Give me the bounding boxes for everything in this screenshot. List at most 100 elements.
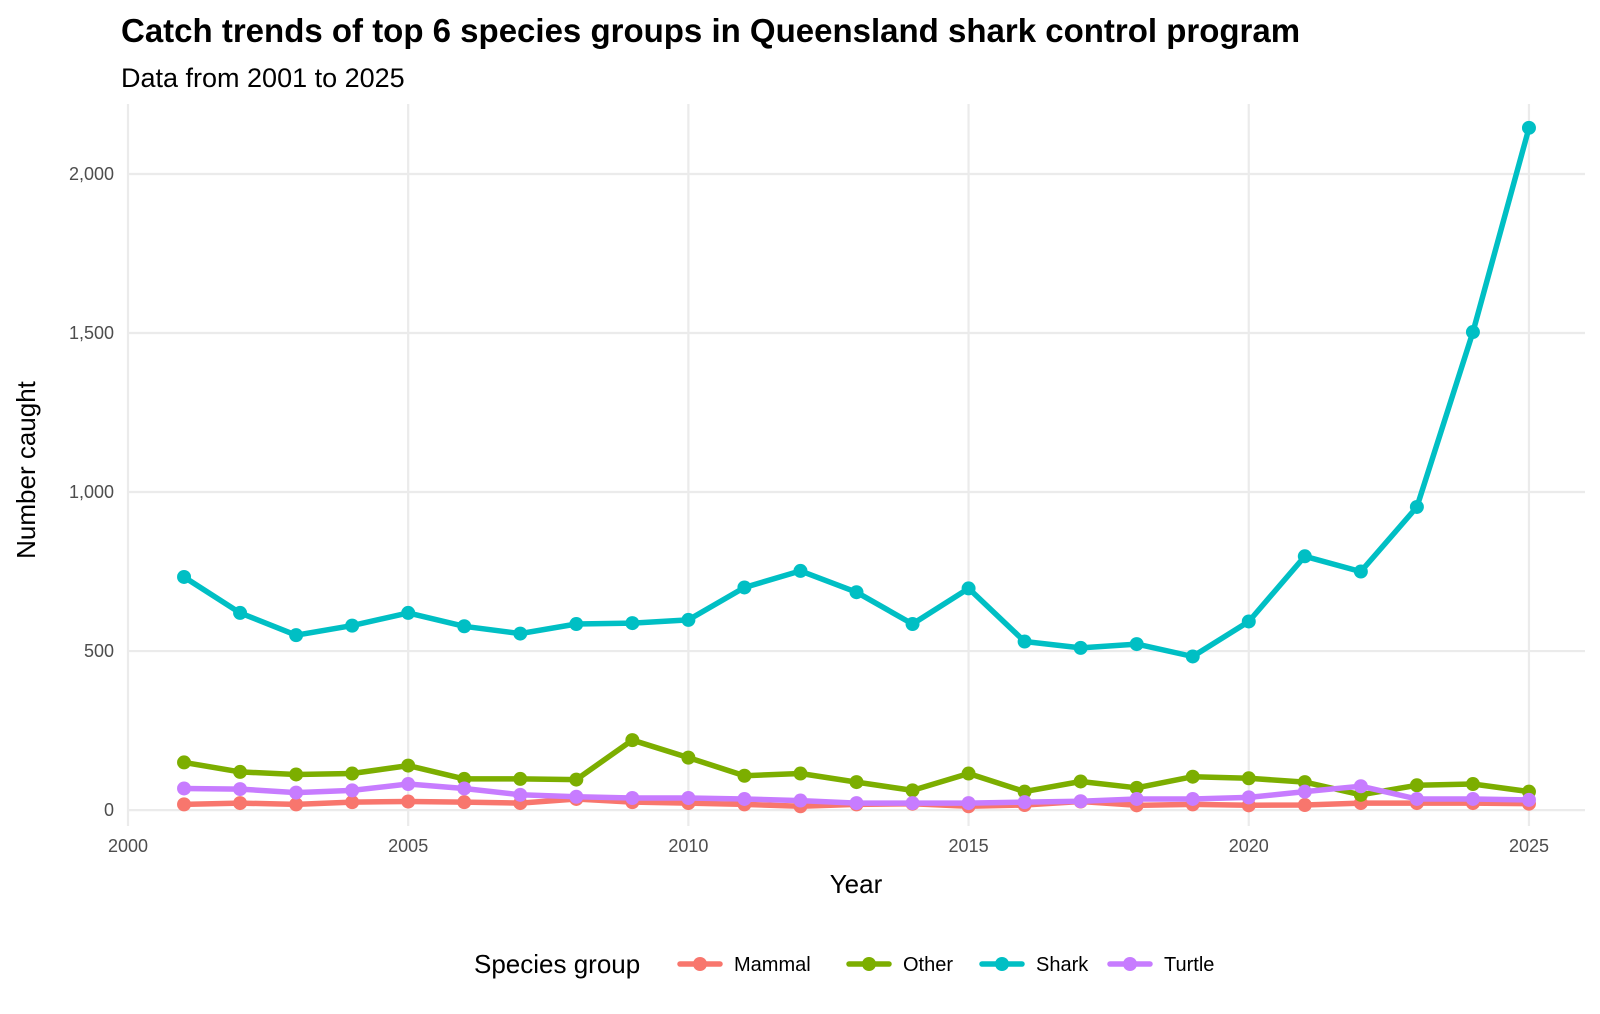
data-point-shark bbox=[1409, 499, 1424, 514]
data-point-shark bbox=[569, 617, 584, 632]
data-point-turtle bbox=[681, 791, 696, 806]
chart-title: Catch trends of top 6 species groups in … bbox=[121, 12, 1300, 49]
data-point-turtle bbox=[1073, 794, 1088, 809]
x-tick-label: 2025 bbox=[1509, 836, 1549, 856]
data-point-other bbox=[737, 768, 752, 783]
legend-label: Shark bbox=[1036, 954, 1089, 976]
legend-item-other: Other bbox=[846, 954, 953, 976]
data-point-turtle bbox=[345, 783, 360, 798]
data-point-other bbox=[681, 750, 696, 765]
legend-item-turtle: Turtle bbox=[1107, 954, 1214, 976]
x-axis-title: Year bbox=[830, 869, 883, 899]
data-point-turtle bbox=[1297, 784, 1312, 799]
data-point-mammal bbox=[233, 796, 248, 811]
y-tick-label: 500 bbox=[84, 641, 114, 661]
data-point-other bbox=[401, 758, 416, 773]
legend-key-point bbox=[693, 957, 707, 971]
data-point-other bbox=[345, 766, 360, 781]
data-point-shark bbox=[233, 605, 248, 620]
legend-label: Turtle bbox=[1164, 954, 1214, 976]
data-point-mammal bbox=[177, 797, 192, 812]
data-point-turtle bbox=[793, 793, 808, 808]
data-point-other bbox=[177, 755, 192, 770]
data-point-other bbox=[793, 766, 808, 781]
data-point-other bbox=[289, 767, 304, 782]
x-tick-label: 2015 bbox=[949, 836, 989, 856]
data-point-shark bbox=[961, 581, 976, 596]
data-point-mammal bbox=[345, 795, 360, 810]
data-point-turtle bbox=[513, 787, 528, 802]
x-tick-label: 2000 bbox=[108, 836, 148, 856]
data-point-other bbox=[1073, 774, 1088, 789]
data-point-shark bbox=[1185, 649, 1200, 664]
data-point-turtle bbox=[401, 777, 416, 792]
series-shark bbox=[177, 120, 1536, 664]
y-tick-label: 1,000 bbox=[69, 482, 114, 502]
legend-key-point bbox=[862, 957, 876, 971]
data-point-shark bbox=[849, 585, 864, 600]
data-point-turtle bbox=[1241, 790, 1256, 805]
legend-item-mammal: Mammal bbox=[677, 954, 811, 976]
y-tick-label: 2,000 bbox=[69, 164, 114, 184]
data-point-shark bbox=[289, 628, 304, 643]
data-point-turtle bbox=[457, 781, 472, 796]
data-point-turtle bbox=[1521, 792, 1536, 807]
legend-label: Other bbox=[903, 954, 953, 976]
y-tick-label: 0 bbox=[104, 800, 114, 820]
x-tick-label: 2020 bbox=[1229, 836, 1269, 856]
data-point-shark bbox=[1297, 549, 1312, 564]
series-other bbox=[177, 733, 1536, 802]
data-point-turtle bbox=[905, 796, 920, 811]
data-point-mammal bbox=[1297, 798, 1312, 813]
data-point-shark bbox=[625, 616, 640, 631]
data-point-shark bbox=[1353, 564, 1368, 579]
data-point-shark bbox=[793, 563, 808, 578]
legend-label: Mammal bbox=[734, 954, 811, 976]
chart-subtitle: Data from 2001 to 2025 bbox=[121, 63, 405, 93]
data-point-shark bbox=[457, 619, 472, 634]
data-point-shark bbox=[1241, 614, 1256, 629]
data-point-turtle bbox=[233, 782, 248, 797]
data-point-shark bbox=[345, 618, 360, 633]
legend-key-point bbox=[1123, 957, 1137, 971]
data-point-other bbox=[1241, 771, 1256, 786]
data-point-turtle bbox=[737, 791, 752, 806]
data-point-shark bbox=[737, 580, 752, 595]
data-point-turtle bbox=[1017, 795, 1032, 810]
data-point-turtle bbox=[1129, 791, 1144, 806]
data-point-turtle bbox=[625, 791, 640, 806]
series-lines bbox=[177, 120, 1536, 814]
data-point-other bbox=[961, 766, 976, 781]
data-point-shark bbox=[1073, 640, 1088, 655]
y-tick-label: 1,500 bbox=[69, 323, 114, 343]
data-point-turtle bbox=[289, 785, 304, 800]
data-point-other bbox=[1185, 769, 1200, 784]
data-point-other bbox=[233, 764, 248, 779]
data-point-shark bbox=[905, 617, 920, 632]
data-point-other bbox=[1129, 780, 1144, 795]
data-point-other bbox=[1409, 778, 1424, 793]
data-point-turtle bbox=[177, 781, 192, 796]
data-point-shark bbox=[177, 569, 192, 584]
data-point-shark bbox=[1017, 634, 1032, 649]
data-point-turtle bbox=[1185, 791, 1200, 806]
data-point-shark bbox=[1465, 325, 1480, 340]
series-turtle bbox=[177, 777, 1536, 811]
data-point-other bbox=[1465, 777, 1480, 792]
data-point-turtle bbox=[961, 796, 976, 811]
data-point-turtle bbox=[1353, 779, 1368, 794]
data-point-mammal bbox=[457, 795, 472, 810]
x-tick-label: 2005 bbox=[388, 836, 428, 856]
data-point-mammal bbox=[289, 797, 304, 812]
legend-key-point bbox=[995, 957, 1009, 971]
x-tick-label: 2010 bbox=[668, 836, 708, 856]
data-point-shark bbox=[681, 612, 696, 627]
data-point-turtle bbox=[1409, 791, 1424, 806]
series-line-shark bbox=[181, 125, 1532, 660]
data-point-other bbox=[849, 775, 864, 790]
data-point-shark bbox=[1521, 120, 1536, 135]
data-point-shark bbox=[1129, 637, 1144, 652]
data-point-turtle bbox=[1465, 791, 1480, 806]
y-axis-ticks: 0 500 1,000 1,500 2,000 bbox=[69, 164, 114, 820]
gridlines bbox=[126, 104, 1585, 826]
